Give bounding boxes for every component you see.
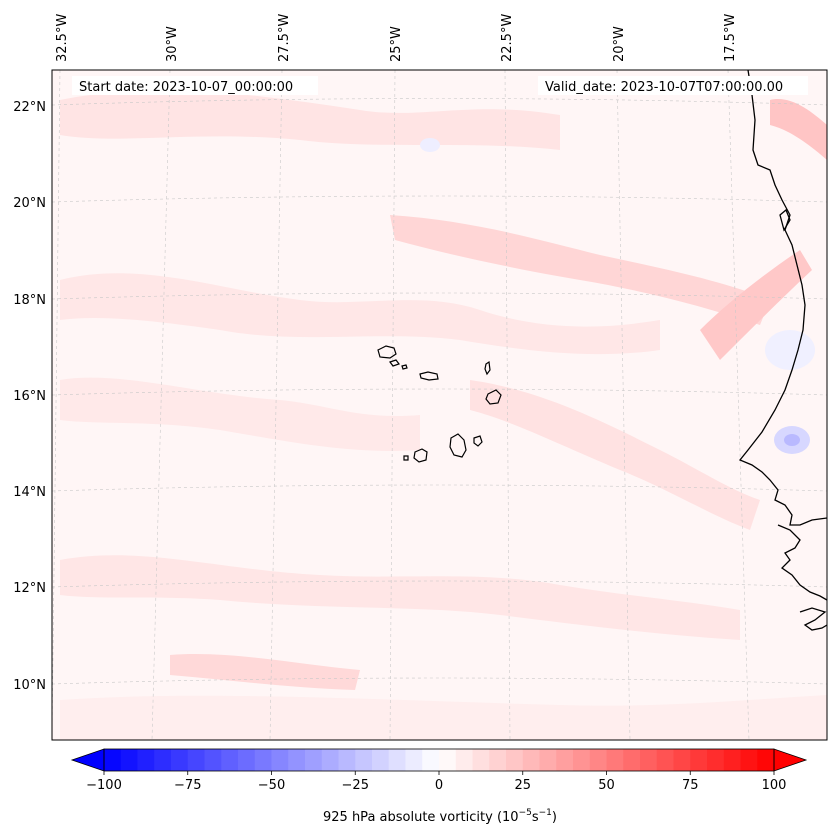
vorticity-negative-patch <box>765 330 815 370</box>
vorticity-patch <box>470 380 760 530</box>
lat-label: 16°N <box>13 389 46 404</box>
colorbar-bin <box>120 749 138 771</box>
colorbar-tick-label: −75 <box>174 778 201 793</box>
lat-label: 14°N <box>13 485 46 500</box>
cape-verde-islands <box>377 345 502 463</box>
colorbar-tick-label: −100 <box>86 778 122 793</box>
colorbar-bin <box>522 749 540 771</box>
colorbar-bin <box>388 749 406 771</box>
vorticity-patch <box>60 555 740 640</box>
colorbar-bins <box>104 749 775 771</box>
colorbar-tick-label: −50 <box>258 778 285 793</box>
lat-label: 20°N <box>13 196 46 211</box>
colorbar-bin <box>171 749 189 771</box>
colorbar-high-extend <box>773 748 808 772</box>
lon-label: 32.5°W <box>55 14 70 62</box>
lat-label: 18°N <box>13 293 46 308</box>
lat-label: 10°N <box>13 678 46 693</box>
vorticity-field <box>60 90 827 740</box>
colorbar-bin <box>489 749 507 771</box>
colorbar-bin <box>422 749 440 771</box>
colorbar-bin <box>606 749 624 771</box>
colorbar-bin <box>673 749 691 771</box>
colorbar-bin <box>405 749 423 771</box>
colorbar-bin <box>623 749 641 771</box>
colorbar-bin <box>321 749 339 771</box>
map-panel: Start date: 2023-10-07_00:00:00 Valid_da… <box>51 69 828 741</box>
colorbar-tick-label: 25 <box>514 778 531 793</box>
longitude-labels: 32.5°W 30°W 27.5°W 25°W 22.5°W 20°W 17.5… <box>55 14 738 62</box>
colorbar-bin <box>254 749 272 771</box>
lon-label: 22.5°W <box>500 14 515 62</box>
colorbar-bin <box>740 749 758 771</box>
colorbar: −100 −75 −50 −25 0 25 50 75 100 925 hPa absolute… <box>70 748 808 825</box>
colorbar-bin <box>539 749 557 771</box>
colorbar-bin <box>137 749 155 771</box>
vorticity-patch <box>170 653 360 690</box>
lon-label: 30°W <box>165 26 180 62</box>
colorbar-tick-label: 50 <box>598 778 615 793</box>
colorbar-bin <box>221 749 239 771</box>
valid-date-label: Valid_date: 2023-10-07T07:00:00.00 <box>545 80 783 95</box>
vorticity-negative-patch <box>420 138 440 152</box>
colorbar-bin <box>589 749 607 771</box>
lat-label: 12°N <box>13 581 46 596</box>
colorbar-bin <box>455 749 473 771</box>
colorbar-bin <box>656 749 674 771</box>
colorbar-tick-label: 75 <box>682 778 699 793</box>
colorbar-bin <box>472 749 490 771</box>
vorticity-patch <box>60 377 420 451</box>
colorbar-bin <box>372 749 390 771</box>
graticule <box>52 70 827 740</box>
colorbar-bin <box>271 749 289 771</box>
lon-label: 27.5°W <box>277 14 292 62</box>
vorticity-patch <box>700 250 812 360</box>
colorbar-bin <box>288 749 306 771</box>
colorbar-bin <box>573 749 591 771</box>
colorbar-tick-label: 0 <box>435 778 443 793</box>
coastline <box>738 70 827 631</box>
colorbar-tick-label: −25 <box>342 778 369 793</box>
start-date-label: Start date: 2023-10-07_00:00:00 <box>79 80 293 95</box>
lon-label: 20°W <box>612 26 627 62</box>
vorticity-patch <box>60 273 660 355</box>
colorbar-bin <box>355 749 373 771</box>
colorbar-bin <box>238 749 256 771</box>
colorbar-bin <box>707 749 725 771</box>
vorticity-patch <box>60 90 560 150</box>
colorbar-tick-label: 100 <box>762 778 787 793</box>
colorbar-bin <box>154 749 172 771</box>
colorbar-bin <box>305 749 323 771</box>
colorbar-bin <box>338 749 356 771</box>
latitude-labels: 22°N 20°N 18°N 16°N 14°N 12°N 10°N <box>13 100 46 693</box>
colorbar-bin <box>506 749 524 771</box>
vorticity-negative-patch <box>784 434 800 446</box>
start-date-box <box>72 76 318 95</box>
colorbar-bin <box>757 749 775 771</box>
colorbar-bin <box>723 749 741 771</box>
lat-label: 22°N <box>13 100 46 115</box>
colorbar-low-extend <box>70 748 105 772</box>
lon-label: 25°W <box>389 26 404 62</box>
colorbar-bin <box>690 749 708 771</box>
colorbar-bin <box>640 749 658 771</box>
colorbar-bin <box>104 749 122 771</box>
vorticity-patch <box>390 215 770 325</box>
vorticity-patch <box>770 99 827 160</box>
lon-label: 17.5°W <box>723 14 738 62</box>
map-frame <box>51 69 828 741</box>
vorticity-patch <box>60 695 827 740</box>
valid-date-box <box>538 76 808 95</box>
colorbar-bin <box>204 749 222 771</box>
colorbar-bin <box>187 749 205 771</box>
colorbar-ticks: −100 −75 −50 −25 0 25 50 75 100 <box>86 771 786 793</box>
colorbar-bin <box>556 749 574 771</box>
colorbar-bin <box>439 749 457 771</box>
colorbar-label: 925 hPa absolute vorticity (10−5s−1) <box>323 808 557 825</box>
